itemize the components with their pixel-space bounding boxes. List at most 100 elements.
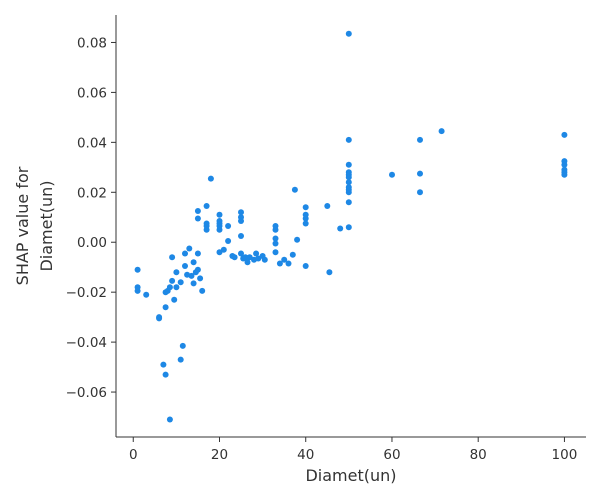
scatter-point: [182, 250, 188, 257]
y-axis-title: SHAP value for Diamet(un): [13, 166, 56, 285]
scatter-point: [225, 238, 232, 244]
x-tick-label: 80: [470, 447, 487, 463]
scatter-point: [272, 226, 279, 233]
scatter-point: [345, 179, 352, 186]
y-axis-title-line-1: SHAP value for: [13, 166, 32, 285]
y-tick-label: 0.02: [77, 185, 107, 201]
scatter-point: [220, 246, 227, 253]
scatter-point: [238, 218, 244, 224]
scatter-point: [194, 266, 201, 273]
scatter-point: [171, 296, 178, 303]
scatter-point: [134, 266, 141, 273]
y-tick-label: 0.08: [77, 35, 107, 51]
scatter-point: [302, 204, 309, 211]
scatter-point: [162, 371, 169, 378]
x-tick-label: 60: [383, 447, 400, 463]
scatter-point: [231, 254, 238, 261]
scatter-point: [324, 203, 331, 209]
scatter-point: [225, 223, 232, 229]
scatter-point: [179, 342, 186, 349]
y-axis-ticks: −0.06 −0.04 −0.02 0.00 0.02 0.04 0.06 0.08: [66, 35, 116, 401]
scatter-point: [326, 269, 333, 276]
scatter-point: [389, 171, 395, 178]
scatter-point: [238, 250, 244, 257]
scatter-point: [203, 220, 210, 227]
y-tick-label: 0.04: [77, 135, 107, 151]
scatter-point: [197, 275, 204, 282]
scatter-point: [561, 131, 568, 138]
scatter-point: [169, 277, 176, 284]
scatter-point: [281, 256, 288, 263]
scatter-point: [199, 287, 206, 294]
x-tick-label: 0: [129, 447, 138, 463]
scatter-point: [276, 260, 283, 267]
scatter-point: [272, 240, 279, 247]
scatter-point: [302, 263, 309, 269]
scatter-point: [345, 161, 352, 168]
scatter-point: [238, 233, 244, 239]
scatter-point: [194, 208, 201, 214]
scatter-point: [173, 269, 180, 276]
scatter-point: [203, 203, 210, 209]
scatter-point: [417, 136, 423, 143]
scatter-point: [177, 356, 184, 363]
scatter-point: [190, 259, 197, 266]
scatter-point: [345, 30, 352, 37]
scatter-point: [238, 209, 244, 216]
scatter-point: [162, 304, 169, 311]
scatter-point: [345, 189, 352, 196]
y-tick-label: −0.04: [66, 335, 107, 351]
scatter-point: [177, 279, 184, 286]
scatter-point: [272, 235, 279, 242]
scatter-point: [186, 245, 193, 252]
scatter-point: [272, 249, 279, 256]
scatter-point: [294, 236, 301, 243]
scatter-point: [166, 284, 173, 291]
plot-area: [134, 30, 568, 423]
scatter-point: [190, 280, 197, 287]
scatter-point: [345, 224, 352, 231]
scatter-point: [169, 254, 176, 261]
scatter-point: [337, 225, 344, 232]
scatter-point: [561, 171, 568, 178]
y-tick-label: −0.06: [66, 385, 107, 401]
scatter-point: [244, 259, 251, 266]
scatter-point: [143, 291, 150, 298]
scatter-point: [134, 287, 141, 294]
scatter-point: [302, 220, 309, 227]
x-tick-label: 100: [552, 447, 578, 463]
scatter-point: [302, 215, 309, 222]
scatter-point: [160, 361, 167, 368]
scatter-point: [156, 315, 163, 322]
scatter-point: [345, 199, 352, 206]
scatter-point: [438, 128, 445, 135]
y-tick-label: 0.00: [77, 235, 107, 251]
scatter-point: [253, 250, 260, 257]
scatter-point: [345, 136, 352, 143]
scatter-point: [166, 416, 173, 423]
scatter-point: [561, 161, 568, 168]
scatter-point: [291, 186, 298, 193]
scatter-point: [173, 284, 180, 291]
scatter-point: [261, 256, 268, 263]
scatter-point: [207, 175, 214, 182]
scatter-point: [417, 189, 423, 196]
scatter-point: [417, 170, 423, 177]
scatter-point: [182, 263, 188, 269]
x-tick-label: 20: [211, 447, 228, 463]
x-tick-label: 40: [297, 447, 314, 463]
y-tick-label: −0.02: [66, 285, 107, 301]
scatter-point: [216, 211, 223, 218]
scatter-point: [194, 215, 201, 222]
x-axis-title: Diamet(un): [305, 466, 396, 485]
y-axis-title-line-2: Diamet(un): [37, 180, 56, 271]
scatter-point: [285, 260, 292, 267]
scatter-point: [289, 251, 296, 258]
scatter-point: [194, 250, 201, 257]
x-axis-ticks: 0 20 40 60 80 100: [129, 437, 577, 463]
scatter-point: [188, 272, 195, 279]
y-tick-label: 0.06: [77, 85, 107, 101]
scatter-point: [242, 254, 249, 261]
scatter-point: [345, 174, 352, 181]
